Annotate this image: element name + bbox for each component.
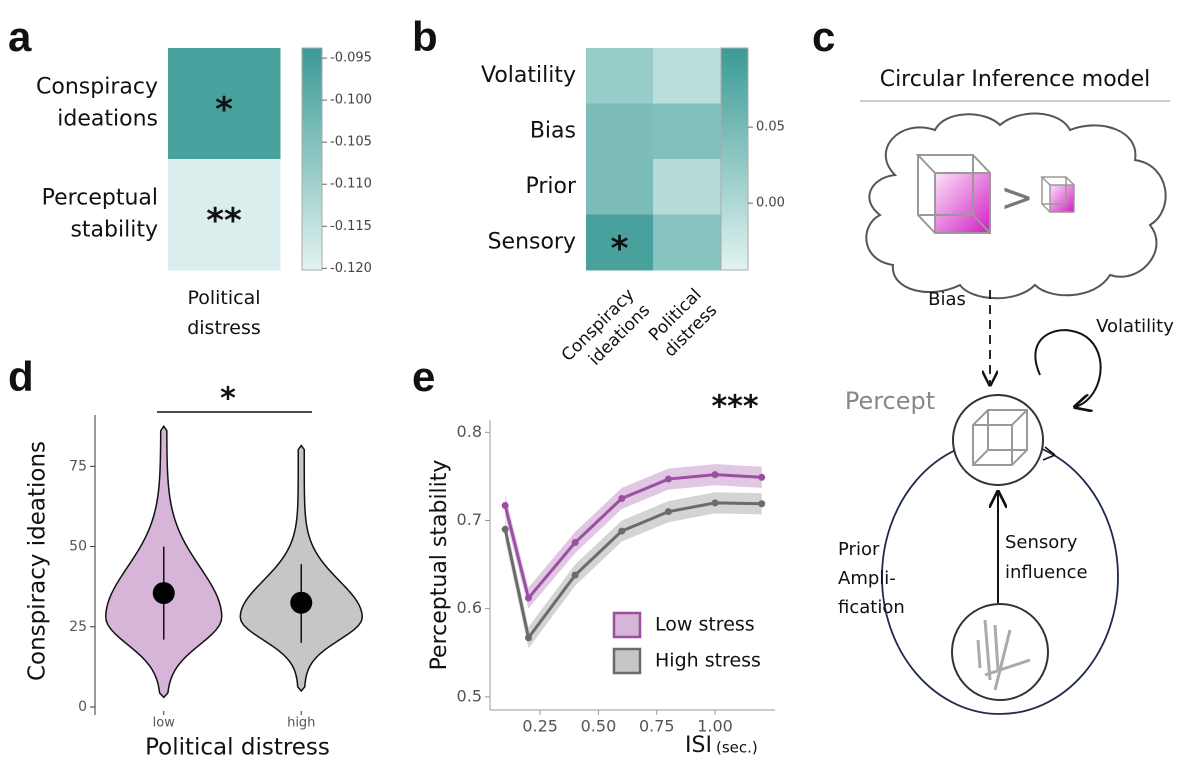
x-tick-label: 0.50	[581, 717, 617, 736]
significance: *	[215, 90, 233, 130]
y-tick-label: 50	[69, 539, 87, 555]
point	[525, 634, 532, 641]
panel-letter: e	[412, 353, 435, 400]
heat-cell	[586, 159, 654, 215]
row-label: Prior	[525, 174, 576, 199]
bias-label: Bias	[928, 289, 966, 310]
figure: a b c d e Circular Inference model > Bia…	[0, 0, 1186, 767]
volatility-arrow	[1035, 330, 1100, 407]
x-tick-label: low	[153, 716, 176, 731]
median	[153, 582, 175, 604]
significance: ***	[711, 390, 758, 425]
x-axis-label: ISI	[685, 733, 712, 758]
heat-cell	[653, 104, 721, 160]
legend-label: High stress	[655, 650, 761, 672]
point	[712, 499, 719, 506]
colorbar-tick-label: -0.105	[330, 135, 372, 150]
panel-letter: a	[8, 13, 32, 60]
point	[502, 502, 509, 509]
heat-cell	[653, 159, 721, 215]
x-tick-label: 0.75	[639, 717, 675, 736]
colorbar-tick-label: -0.120	[330, 261, 372, 276]
colorbar-tick-label: 0.00	[756, 196, 785, 211]
colorbar	[302, 48, 322, 270]
colorbar-tick-label: -0.110	[330, 177, 372, 192]
percept-label: Percept	[845, 387, 935, 415]
row-label: Sensory	[488, 229, 576, 254]
volatility-label: Volatility	[1096, 316, 1174, 337]
significance: *	[220, 382, 236, 417]
colorbar-tick-label: -0.115	[330, 219, 372, 234]
point	[758, 500, 765, 507]
x-axis-unit: (sec.)	[716, 739, 758, 757]
percept-node	[953, 395, 1043, 485]
heat-cell	[586, 48, 654, 104]
panel-letter: b	[412, 13, 438, 60]
legend-label: Low stress	[655, 614, 755, 636]
column-label: Conspiracyideations	[558, 285, 654, 381]
y-tick-label: 0.6	[457, 598, 482, 617]
loop-arrowhead	[1043, 447, 1055, 460]
legend-swatch	[614, 649, 640, 673]
point	[572, 572, 579, 579]
point	[572, 539, 579, 546]
heat-cell	[586, 104, 654, 160]
y-tick-label: 0	[78, 699, 87, 715]
significance: **	[206, 201, 242, 241]
point	[758, 474, 765, 481]
comparison-sign: >	[1000, 175, 1034, 221]
y-tick-label: 0.7	[457, 510, 482, 529]
y-tick-label: 0.8	[457, 422, 482, 441]
panel-letter: c	[812, 13, 835, 60]
point	[502, 526, 509, 533]
heat-cell	[653, 48, 721, 104]
y-axis-label: Perceptual stability	[427, 460, 452, 671]
colorbar-tick-label: -0.095	[330, 51, 372, 66]
heat-cell	[653, 215, 721, 271]
y-tick-label: 25	[69, 619, 87, 635]
row-label: Bias	[530, 118, 576, 143]
row-label: Volatility	[481, 63, 576, 88]
legend-swatch	[614, 613, 640, 637]
median	[290, 592, 312, 614]
column-label: Politicaldistress	[645, 285, 721, 361]
colorbar-tick-label: 0.05	[756, 120, 785, 135]
colorbar-tick-label: -0.100	[330, 93, 372, 108]
significance: *	[611, 229, 629, 269]
x-axis-label: Political distress	[145, 735, 330, 761]
point	[665, 476, 672, 483]
x-tick-label: high	[287, 716, 315, 731]
point	[618, 495, 625, 502]
point	[525, 595, 532, 602]
x-tick-label: 0.25	[522, 717, 558, 736]
y-axis-label: Conspiracy ideations	[25, 441, 51, 681]
colorbar	[721, 48, 748, 270]
diagram-title: Circular Inference model	[880, 67, 1151, 92]
point	[665, 508, 672, 515]
point	[712, 471, 719, 478]
sensory-node	[952, 604, 1048, 700]
y-tick-label: 0.5	[457, 686, 482, 705]
panel-letter: d	[8, 353, 34, 400]
point	[618, 528, 625, 535]
diagram: Circular Inference model > Bias Volatili…	[838, 67, 1174, 714]
y-tick-label: 75	[69, 458, 87, 474]
